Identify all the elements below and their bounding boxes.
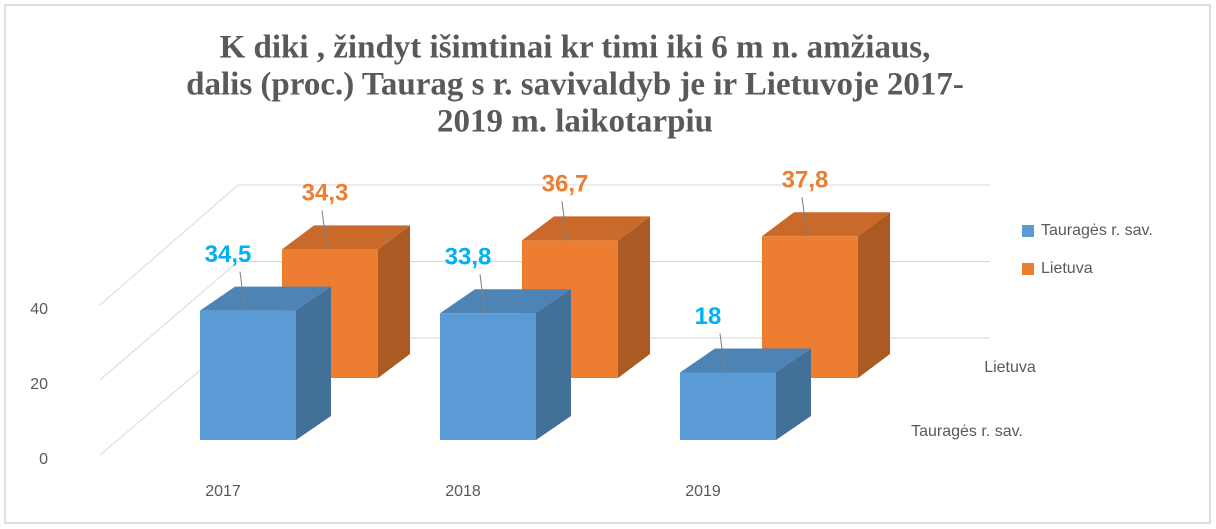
data-label: 18	[695, 303, 722, 330]
leader-line	[719, 333, 726, 373]
bar-top	[440, 289, 571, 314]
bar	[440, 313, 536, 440]
grid-line	[99, 261, 239, 381]
bar-side	[378, 225, 410, 378]
chart-title: K diki , žindyt išimtinai kr timi iki 6 …	[220, 30, 931, 66]
data-label: 33,8	[445, 244, 492, 271]
leader-line	[479, 274, 486, 314]
bar-top	[200, 286, 331, 311]
depth-label: Tauragės r. sav.	[911, 423, 1023, 440]
legend-label: Tauragės r. sav.	[1041, 222, 1153, 239]
x-tick-label: 2019	[685, 483, 721, 500]
y-tick-label: 20	[30, 376, 48, 393]
bar-top	[762, 212, 890, 237]
x-tick-label: 2017	[205, 483, 241, 500]
bar	[200, 310, 296, 440]
bar-top	[522, 216, 650, 241]
leader-line	[801, 197, 808, 237]
leader-line	[321, 210, 328, 250]
data-label: 34,5	[205, 241, 252, 268]
legend-swatch	[1022, 225, 1034, 237]
bar-top	[680, 348, 811, 373]
y-tick-label: 0	[39, 451, 48, 468]
bar-side	[858, 212, 890, 378]
data-label: 37,8	[782, 167, 829, 194]
chart-title: dalis (proc.) Taurag s r. savivaldyb je …	[186, 67, 964, 103]
x-tick-label: 2018	[445, 483, 481, 500]
bar-side	[618, 216, 650, 378]
data-label: 36,7	[542, 171, 589, 198]
leader-line	[561, 201, 568, 241]
data-label: 34,3	[302, 180, 349, 207]
legend-label: Lietuva	[1041, 260, 1093, 277]
leader-line	[239, 271, 246, 311]
y-tick-label: 40	[30, 301, 48, 318]
bar	[680, 372, 776, 440]
bar-side	[776, 348, 811, 440]
legend-swatch	[1022, 263, 1034, 275]
grid-line	[99, 184, 239, 306]
bar-side	[536, 289, 571, 440]
depth-label: Lietuva	[984, 359, 1036, 376]
bar-side	[296, 286, 331, 440]
bar-top	[282, 225, 410, 250]
chart-title: 2019 m. laikotarpiu	[437, 104, 713, 140]
